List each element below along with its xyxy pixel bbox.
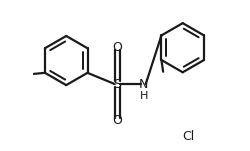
- Text: Cl: Cl: [182, 130, 194, 143]
- Text: H: H: [140, 91, 148, 101]
- Text: O: O: [112, 114, 122, 127]
- Text: S: S: [114, 78, 122, 91]
- Text: O: O: [112, 41, 122, 54]
- Text: N: N: [138, 78, 148, 91]
